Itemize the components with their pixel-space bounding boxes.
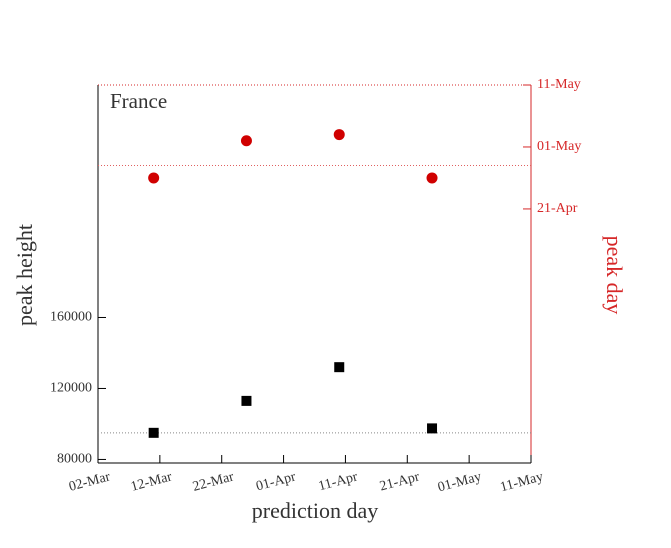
x-tick-label: 11-May	[499, 469, 545, 495]
y-tick-label: 80000	[57, 452, 92, 467]
x-tick-label: 01-May	[436, 469, 483, 495]
x-axis-label: prediction day	[252, 498, 378, 523]
y2-tick-label: 21-Apr	[537, 201, 578, 216]
y2-tick-label: 01-May	[537, 139, 581, 154]
point	[427, 423, 438, 434]
x-tick-label: 11-Apr	[317, 469, 360, 494]
point	[240, 135, 252, 147]
x-tick-label: 12-Mar	[129, 469, 174, 494]
y-tick-label: 120000	[50, 381, 92, 396]
point	[241, 395, 252, 406]
point	[426, 172, 438, 184]
x-tick-label: 02-Mar	[67, 469, 112, 494]
point	[333, 129, 345, 141]
y-axis-label: peak height	[12, 224, 37, 326]
x-tick-label: 01-Apr	[254, 469, 297, 494]
point	[148, 427, 159, 438]
y2-axis-label: peak day	[602, 236, 627, 315]
point	[334, 362, 345, 373]
y2-tick-label: 11-May	[537, 77, 581, 92]
x-tick-label: 22-Mar	[191, 469, 236, 494]
x-tick-label: 21-Apr	[378, 469, 421, 494]
y-tick-label: 160000	[50, 310, 92, 325]
point	[148, 172, 160, 184]
chart-annotation: France	[110, 89, 167, 113]
